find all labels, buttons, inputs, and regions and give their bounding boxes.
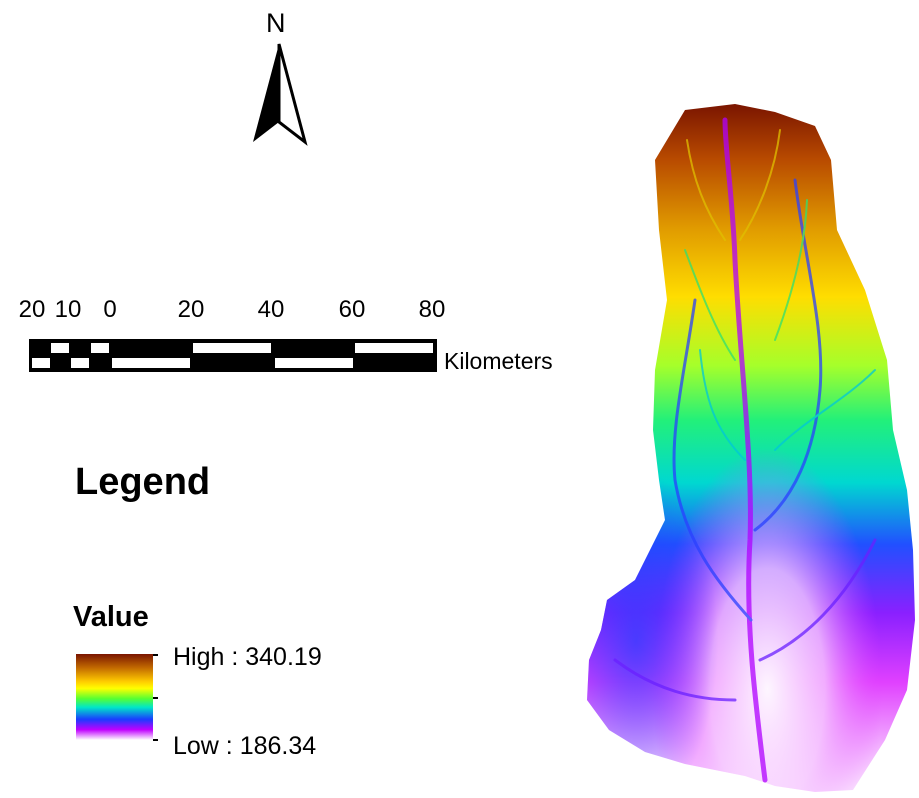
scale-tick-label: 10 xyxy=(54,296,82,323)
scale-tick-label: 20 xyxy=(18,296,46,323)
color-ramp xyxy=(76,654,153,740)
elevation-map xyxy=(587,104,915,792)
legend-high-label: High : 340.19 xyxy=(173,643,322,671)
legend-layer-title: Value xyxy=(73,601,149,633)
legend-title: Legend xyxy=(75,461,211,503)
legend-low-label: Low : 186.34 xyxy=(173,732,317,760)
ramp-tick-high xyxy=(153,654,158,656)
scale-units: Kilometers xyxy=(444,348,553,374)
north-label: N xyxy=(266,8,286,38)
scale-tick-label: 20 xyxy=(177,296,205,323)
ramp-tick-low xyxy=(153,739,158,741)
scale-tick-label: 40 xyxy=(257,296,285,323)
scale-bar xyxy=(29,339,437,372)
scale-tick-label: 60 xyxy=(338,296,366,323)
scale-tick-label: 80 xyxy=(418,296,446,323)
north-arrow-icon xyxy=(253,43,308,146)
ramp-tick-mid xyxy=(153,697,158,699)
scale-tick-label: 0 xyxy=(103,296,117,323)
